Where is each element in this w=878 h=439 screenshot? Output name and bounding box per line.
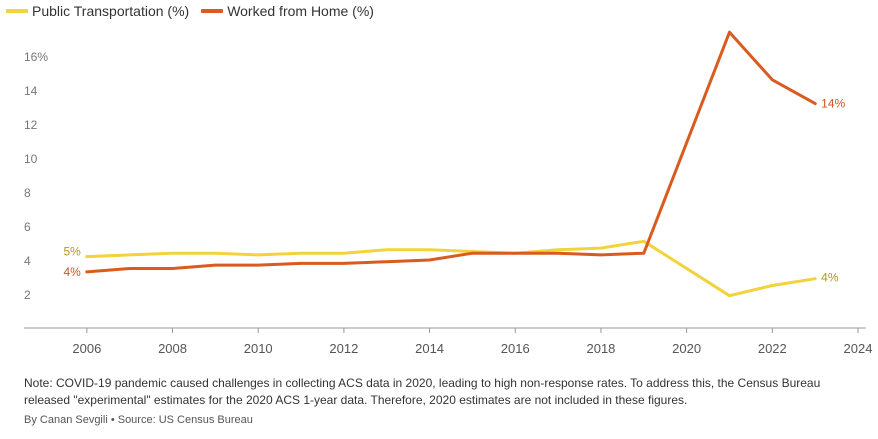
series-line-1 bbox=[85, 30, 817, 274]
data-point bbox=[343, 262, 346, 265]
data-point bbox=[385, 260, 388, 263]
data-point bbox=[771, 284, 774, 287]
legend-label-public-transportation: Public Transportation (%) bbox=[32, 3, 190, 19]
data-point bbox=[557, 252, 560, 255]
chart-note: Note: COVID-19 pandemic caused challenge… bbox=[24, 376, 821, 407]
data-point bbox=[814, 102, 817, 105]
y-tick-label: 10 bbox=[24, 152, 38, 166]
x-tick-label: 2010 bbox=[244, 341, 273, 356]
legend-label-worked-from-home: Worked from Home (%) bbox=[227, 3, 374, 19]
data-point bbox=[771, 79, 774, 82]
data-point bbox=[257, 254, 260, 257]
data-label: 4% bbox=[63, 265, 81, 279]
data-point bbox=[385, 249, 388, 252]
data-point bbox=[171, 252, 174, 255]
y-tick-label: 12 bbox=[24, 118, 38, 132]
x-tick-label: 2012 bbox=[329, 341, 358, 356]
data-point bbox=[557, 249, 560, 252]
data-point bbox=[257, 264, 260, 267]
y-tick-label: 2 bbox=[24, 288, 31, 302]
data-point bbox=[128, 254, 131, 257]
data-label: 4% bbox=[821, 271, 839, 285]
y-tick-label: 6 bbox=[24, 220, 31, 234]
x-tick-label: 2022 bbox=[758, 341, 787, 356]
data-point bbox=[642, 252, 645, 255]
data-point bbox=[86, 255, 89, 258]
data-point bbox=[343, 252, 346, 255]
y-tick-label: 14 bbox=[24, 84, 38, 98]
data-point bbox=[86, 271, 89, 274]
x-tick-label: 2018 bbox=[586, 341, 615, 356]
y-tick-label: 8 bbox=[24, 186, 31, 200]
x-tick-label: 2006 bbox=[72, 341, 101, 356]
data-point bbox=[728, 31, 731, 34]
legend-item-worked-from-home: Worked from Home (%) bbox=[201, 3, 374, 19]
x-tick-label: 2020 bbox=[672, 341, 701, 356]
data-point bbox=[728, 294, 731, 297]
y-tick-label: 16% bbox=[24, 50, 48, 64]
x-tick-label: 2024 bbox=[844, 341, 873, 356]
data-point bbox=[428, 249, 431, 252]
data-point bbox=[642, 240, 645, 243]
data-point bbox=[300, 262, 303, 265]
data-point bbox=[471, 252, 474, 255]
data-point bbox=[128, 267, 131, 270]
series-line-0 bbox=[85, 239, 817, 298]
data-point bbox=[514, 252, 517, 255]
legend-swatch-public-transportation bbox=[6, 9, 28, 13]
data-point bbox=[600, 247, 603, 250]
data-point bbox=[214, 264, 217, 267]
y-tick-label: 4 bbox=[24, 254, 31, 268]
x-tick-label: 2008 bbox=[158, 341, 187, 356]
data-label: 14% bbox=[821, 97, 845, 111]
x-tick-label: 2016 bbox=[501, 341, 530, 356]
data-point bbox=[428, 259, 431, 262]
x-tick-label: 2014 bbox=[415, 341, 444, 356]
legend: Public Transportation (%) Worked from Ho… bbox=[6, 3, 374, 19]
line-chart: 2006 2008 2010 2012 2014 2016 2018 2020 2022 2024… bbox=[24, 30, 873, 356]
legend-swatch-worked-from-home bbox=[201, 9, 224, 13]
data-point bbox=[171, 267, 174, 270]
data-point bbox=[300, 252, 303, 255]
byline: By Canan Sevgili • Source: US Census Bur… bbox=[24, 414, 253, 426]
data-point bbox=[600, 254, 603, 257]
legend-item-public-transportation: Public Transportation (%) bbox=[6, 3, 189, 19]
data-label: 5% bbox=[63, 245, 81, 259]
data-point bbox=[214, 252, 217, 255]
data-point bbox=[814, 277, 817, 280]
